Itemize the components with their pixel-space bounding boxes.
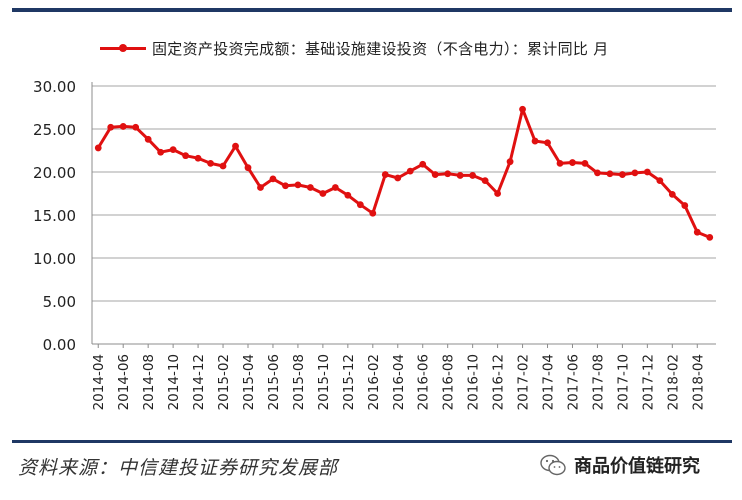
brand-badge: 商品价值链研究 <box>540 452 700 478</box>
brand-name: 商品价值链研究 <box>574 456 700 477</box>
data-point <box>232 142 239 150</box>
data-point <box>556 160 564 167</box>
x-tick-label: 2016-02 <box>366 354 382 410</box>
source-note: 资料来源：中信建投证券研究发展部 <box>18 457 339 479</box>
series-line <box>96 107 712 239</box>
x-tick-label: 2014-06 <box>116 354 132 410</box>
data-point <box>581 160 589 167</box>
y-tick-label: 15.00 <box>33 207 76 225</box>
x-tick-label: 2017-04 <box>541 354 557 410</box>
x-tick-label: 2014-04 <box>91 354 107 410</box>
data-point <box>169 146 177 154</box>
y-tick-label: 5.00 <box>43 293 76 311</box>
data-point <box>344 191 352 199</box>
x-tick-label: 2014-12 <box>191 354 207 410</box>
data-point <box>257 184 264 191</box>
data-point <box>119 123 127 130</box>
x-tick-label: 2017-08 <box>590 354 606 410</box>
data-point <box>681 202 689 209</box>
x-tick-label: 2016-12 <box>491 354 507 410</box>
x-tick-label: 2018-02 <box>665 354 681 410</box>
data-point <box>544 139 551 147</box>
x-tick-label: 2014-10 <box>166 354 182 410</box>
y-axis-ticks: 0.00 5.00 10.00 15.00 20.00 25.00 30.00 <box>33 78 76 354</box>
x-tick-label: 2017-10 <box>615 354 631 410</box>
data-point <box>668 190 676 198</box>
series-group <box>94 105 714 241</box>
bottom-rule <box>12 440 732 443</box>
data-point <box>494 190 501 197</box>
y-tick-label: 10.00 <box>33 250 76 268</box>
x-tick-label: 2016-10 <box>466 354 482 410</box>
x-axis-ticks: 2014-04 2014-06 2014-08 2014-10 2014-12 2015-… <box>91 344 706 410</box>
wechat-icon <box>540 454 566 476</box>
x-tick-label: 2015-08 <box>291 354 307 410</box>
data-point <box>406 167 414 175</box>
data-point <box>519 105 526 113</box>
chart-legend: 固定资产投资完成额：基础设施建设投资（不含电力）：累计同比 月 <box>100 38 609 59</box>
x-tick-label: 2016-04 <box>391 354 407 410</box>
x-tick-label: 2015-10 <box>316 354 332 410</box>
data-point <box>144 135 152 143</box>
data-point <box>182 152 190 160</box>
data-point <box>194 154 202 162</box>
legend-line-marker <box>100 44 146 52</box>
x-tick-label: 2015-04 <box>241 354 257 410</box>
x-tick-label: 2017-12 <box>640 354 656 410</box>
data-point <box>469 172 477 179</box>
legend-label: 固定资产投资完成额：基础设施建设投资（不含电力）：累计同比 月 <box>152 40 609 58</box>
data-point <box>394 174 402 182</box>
x-tick-label: 2017-02 <box>516 354 532 410</box>
data-point <box>369 209 377 217</box>
x-tick-label: 2016-06 <box>416 354 432 410</box>
data-point <box>282 182 289 190</box>
x-tick-label: 2017-06 <box>565 354 581 410</box>
data-point <box>481 177 489 185</box>
data-point <box>643 168 651 176</box>
y-tick-label: 30.00 <box>33 78 76 96</box>
data-point <box>94 144 102 152</box>
top-rule <box>12 8 732 12</box>
x-tick-label: 2015-02 <box>216 354 232 410</box>
x-tick-label: 2015-12 <box>341 354 357 410</box>
data-point <box>419 160 427 168</box>
data-point <box>244 164 252 172</box>
data-point <box>307 184 314 191</box>
data-point <box>531 137 539 145</box>
data-point <box>569 159 576 166</box>
data-point <box>656 177 664 185</box>
y-tick-label: 0.00 <box>43 336 76 354</box>
data-point <box>693 228 701 236</box>
data-point <box>706 233 714 241</box>
x-tick-label: 2018-04 <box>690 354 706 410</box>
data-point <box>456 172 464 179</box>
x-tick-label: 2015-06 <box>266 354 282 410</box>
y-tick-label: 25.00 <box>33 121 76 139</box>
data-point <box>381 171 389 178</box>
data-point <box>631 169 639 177</box>
data-point <box>431 171 439 178</box>
data-point <box>331 184 339 191</box>
line-chart: 0.00 5.00 10.00 15.00 20.00 25.00 30.00 2014-0… <box>33 78 716 410</box>
x-tick-label: 2014-08 <box>141 354 157 410</box>
y-tick-label: 20.00 <box>33 164 76 182</box>
data-point <box>294 181 302 189</box>
data-point <box>132 123 140 131</box>
data-point <box>444 170 452 178</box>
grid-lines <box>91 82 716 345</box>
data-point <box>269 175 277 183</box>
data-point <box>319 190 327 197</box>
data-point <box>606 170 614 178</box>
data-point <box>157 148 165 156</box>
data-point <box>107 123 115 131</box>
x-tick-label: 2016-08 <box>441 354 457 410</box>
data-point <box>219 162 227 170</box>
data-point <box>506 158 514 166</box>
data-point <box>207 160 214 167</box>
data-point <box>356 201 364 209</box>
data-point <box>594 169 601 177</box>
data-point <box>619 171 626 178</box>
